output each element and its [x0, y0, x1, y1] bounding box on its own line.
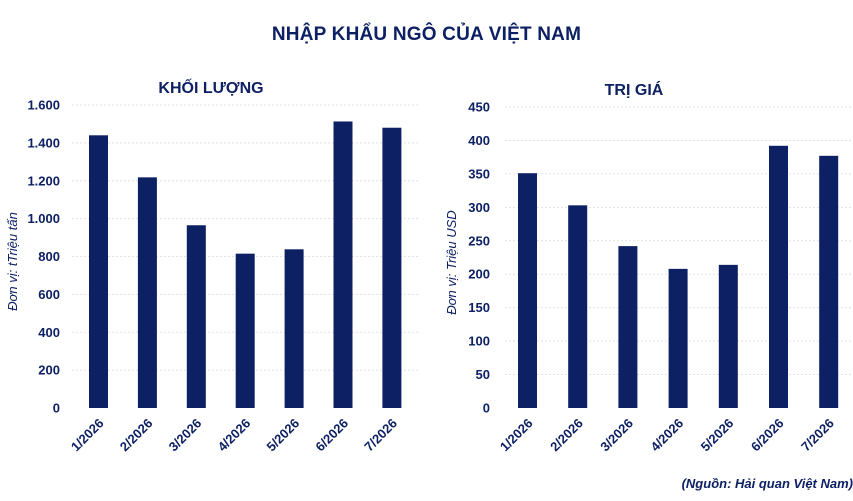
bar-khoi-luong-4: [235, 253, 255, 408]
bar-tri-gia-7: [819, 155, 839, 408]
y-tick-label: 300: [468, 200, 490, 215]
bar-tri-gia-1: [518, 173, 537, 408]
x-tick-label: 5/2026: [698, 416, 737, 455]
y-tick-label: 1.600: [27, 98, 60, 113]
bar-khoi-luong-6: [333, 121, 353, 409]
x-tick-label: 3/2026: [597, 416, 636, 455]
y-tick-label: 200: [38, 363, 60, 378]
y-tick-label: 400: [468, 133, 490, 148]
x-tick-label: 1/2026: [497, 416, 536, 455]
chart-title-tri-gia: TRỊ GIÁ: [605, 80, 664, 99]
y-tick-label: 800: [38, 249, 60, 264]
chart-tri-gia: TRỊ GIÁ 0 50 100 150 200 250 300 350 400 450 Đơn vị…: [444, 80, 852, 455]
bar-tri-gia-3: [618, 246, 638, 408]
y-tick-label: 250: [468, 233, 490, 248]
bar-khoi-luong-7: [382, 127, 402, 408]
bar-tri-gia-5: [718, 264, 738, 408]
bar-tri-gia-4: [668, 268, 688, 408]
y-tick-label: 1.400: [27, 135, 60, 150]
y-tick-label: 400: [38, 325, 60, 340]
x-tick-label: 2/2026: [547, 416, 586, 455]
bar-tri-gia-6: [769, 145, 788, 408]
x-tick-label: 4/2026: [647, 416, 686, 455]
bar-khoi-luong-5: [284, 249, 304, 408]
y-tick-label: 350: [468, 166, 490, 181]
y-tick-label: 1.200: [27, 173, 60, 188]
y-tick-label: 50: [476, 367, 490, 382]
bar-tri-gia-2: [568, 205, 588, 408]
y-tick-label: 100: [468, 334, 490, 349]
chart-khoi-luong: KHỐI LƯỢNG 0 200 400 600 800 1.000 1.200 1.400 1.…: [5, 77, 420, 454]
source-note: (Nguồn: Hải quan Việt Nam): [681, 476, 853, 491]
x-tick-label: 7/2026: [798, 416, 837, 455]
y-tick-label: 1.000: [27, 211, 60, 226]
y-tick-label: 0: [53, 401, 60, 416]
page-title: NHẬP KHẨU NGÔ CỦA VIỆT NAM: [271, 24, 582, 45]
x-tick-label: 6/2026: [748, 416, 787, 455]
bar-khoi-luong-1: [89, 135, 108, 409]
y-axis-label: Đơn vị: Triệu USD: [444, 210, 459, 314]
y-tick-label: 450: [468, 100, 490, 115]
y-tick-label: 200: [468, 267, 490, 282]
bar-khoi-luong-3: [186, 225, 206, 408]
chart-title-khoi-luong: KHỐI LƯỢNG: [158, 77, 263, 97]
y-axis-label: Đơn vị: tTriệu tấn: [5, 212, 20, 311]
y-tick-label: 0: [483, 401, 490, 416]
y-tick-label: 150: [468, 300, 490, 315]
y-tick-label: 600: [38, 287, 60, 302]
bar-khoi-luong-2: [137, 177, 157, 408]
